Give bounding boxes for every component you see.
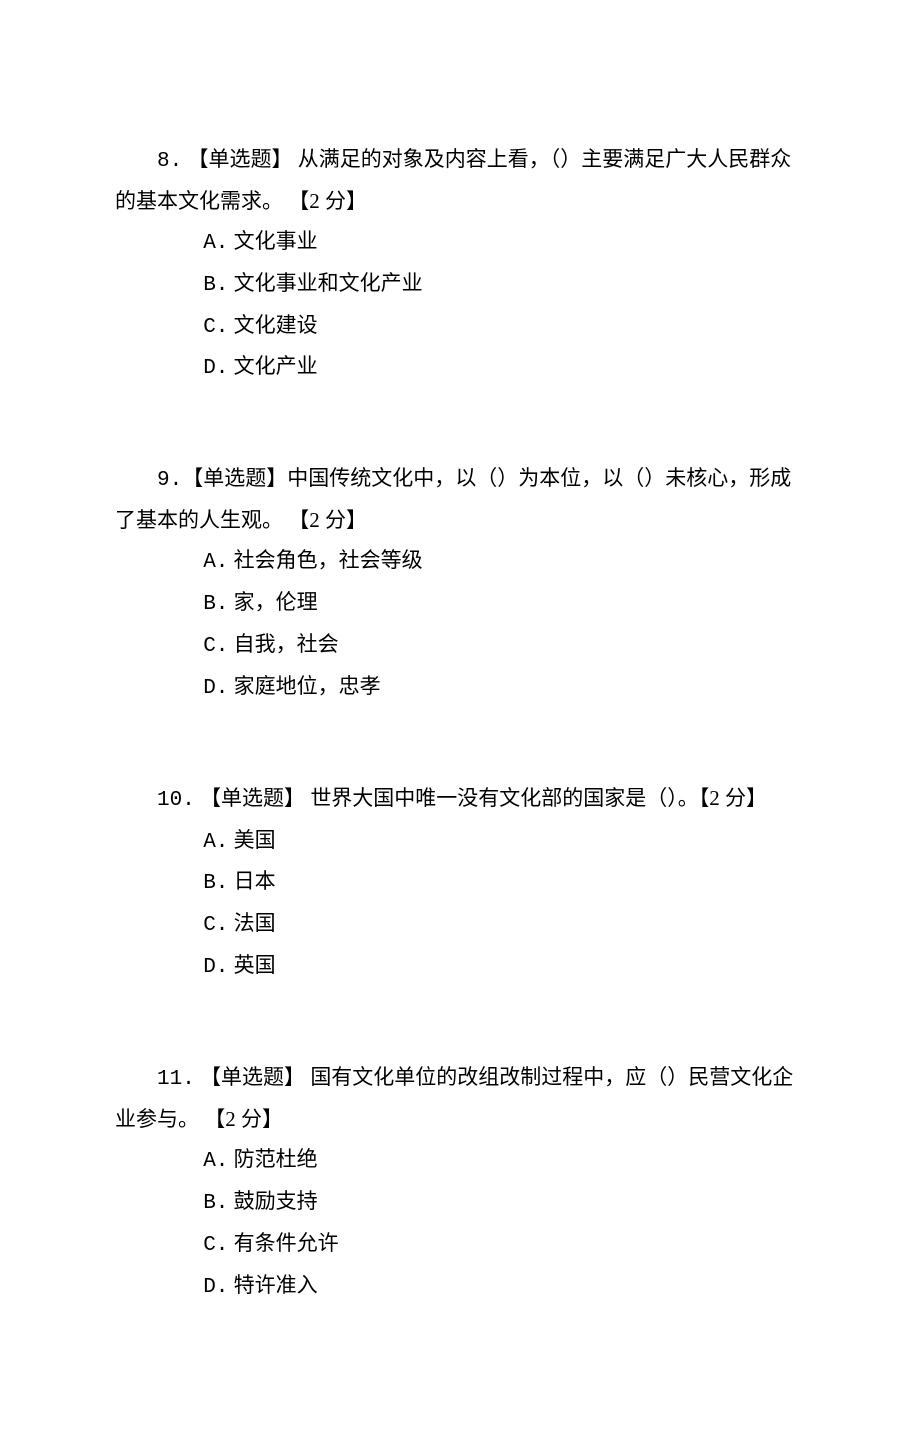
option-letter: C. <box>203 1234 228 1257</box>
question-points: 【2 分】 <box>699 786 767 810</box>
question-type-label: 【单选题】 <box>182 466 287 490</box>
option-d: D. 特许准入 <box>115 1266 805 1308</box>
option-letter: B. <box>203 1192 228 1215</box>
option-text: 有条件允许 <box>234 1231 339 1255</box>
question-stem: 8. 【单选题】 从满足的对象及内容上看，（）主要满足广大人民群众的基本文化需求… <box>115 140 805 222</box>
question-stem: 10. 【单选题】 世界大国中唯一没有文化部的国家是（）。【2 分】 <box>115 779 805 821</box>
option-text: 文化事业和文化产业 <box>234 271 423 295</box>
option-text: 防范杜绝 <box>234 1147 318 1171</box>
question-10: 10. 【单选题】 世界大国中唯一没有文化部的国家是（）。【2 分】 A. 美国… <box>115 779 805 988</box>
option-c: C. 自我，社会 <box>115 625 805 667</box>
question-8: 8. 【单选题】 从满足的对象及内容上看，（）主要满足广大人民群众的基本文化需求… <box>115 140 805 389</box>
question-9: 9.【单选题】中国传统文化中，以（）为本位，以（）未核心，形成了基本的人生观。 … <box>115 459 805 708</box>
option-text: 文化建设 <box>234 313 318 337</box>
question-number: 8. <box>157 150 182 173</box>
question-type-label: 【单选题】 <box>200 786 305 810</box>
option-d: D. 英国 <box>115 946 805 988</box>
question-11: 11. 【单选题】 国有文化单位的改组改制过程中，应（）民营文化企业参与。 【2… <box>115 1058 805 1307</box>
option-b: B. 日本 <box>115 862 805 904</box>
option-c: C. 文化建设 <box>115 306 805 348</box>
option-text: 美国 <box>234 828 276 852</box>
question-number: 10. <box>157 789 195 812</box>
option-a: A. 文化事业 <box>115 222 805 264</box>
option-a: A. 防范杜绝 <box>115 1140 805 1182</box>
option-letter: A. <box>203 232 228 255</box>
option-text: 日本 <box>234 869 276 893</box>
option-d: D. 家庭地位，忠孝 <box>115 667 805 709</box>
option-a: A. 社会角色，社会等级 <box>115 541 805 583</box>
question-points: 【2 分】 <box>288 189 367 213</box>
option-letter: A. <box>203 831 228 854</box>
option-text: 文化事业 <box>234 229 318 253</box>
option-b: B. 文化事业和文化产业 <box>115 264 805 306</box>
question-points: 【2 分】 <box>288 508 367 532</box>
option-letter: D. <box>203 1276 228 1299</box>
option-letter: D. <box>203 677 228 700</box>
option-letter: B. <box>203 274 228 297</box>
option-letter: D. <box>203 956 228 979</box>
option-c: C. 有条件允许 <box>115 1224 805 1266</box>
option-b: B. 鼓励支持 <box>115 1182 805 1224</box>
question-number: 11. <box>157 1068 195 1091</box>
option-letter: A. <box>203 1150 228 1173</box>
question-stem: 11. 【单选题】 国有文化单位的改组改制过程中，应（）民营文化企业参与。 【2… <box>115 1058 805 1140</box>
option-d: D. 文化产业 <box>115 347 805 389</box>
option-b: B. 家，伦理 <box>115 583 805 625</box>
option-text: 社会角色，社会等级 <box>234 548 423 572</box>
question-number: 9. <box>157 469 182 492</box>
option-letter: B. <box>203 872 228 895</box>
option-letter: C. <box>203 635 228 658</box>
option-text: 鼓励支持 <box>234 1189 318 1213</box>
option-text: 法国 <box>234 911 276 935</box>
option-text: 家庭地位，忠孝 <box>234 674 381 698</box>
question-points: 【2 分】 <box>204 1107 283 1131</box>
option-c: C. 法国 <box>115 904 805 946</box>
option-letter: D. <box>203 357 228 380</box>
question-type-label: 【单选题】 <box>187 147 292 171</box>
option-text: 自我，社会 <box>234 632 339 656</box>
option-a: A. 美国 <box>115 821 805 863</box>
question-type-label: 【单选题】 <box>200 1065 305 1089</box>
option-text: 英国 <box>234 953 276 977</box>
option-text: 家，伦理 <box>234 590 318 614</box>
option-text: 文化产业 <box>234 354 318 378</box>
option-letter: A. <box>203 551 228 574</box>
option-text: 特许准入 <box>234 1273 318 1297</box>
option-letter: C. <box>203 316 228 339</box>
question-text: 世界大国中唯一没有文化部的国家是（）。 <box>305 786 699 810</box>
option-letter: C. <box>203 914 228 937</box>
question-stem: 9.【单选题】中国传统文化中，以（）为本位，以（）未核心，形成了基本的人生观。 … <box>115 459 805 541</box>
option-letter: B. <box>203 593 228 616</box>
